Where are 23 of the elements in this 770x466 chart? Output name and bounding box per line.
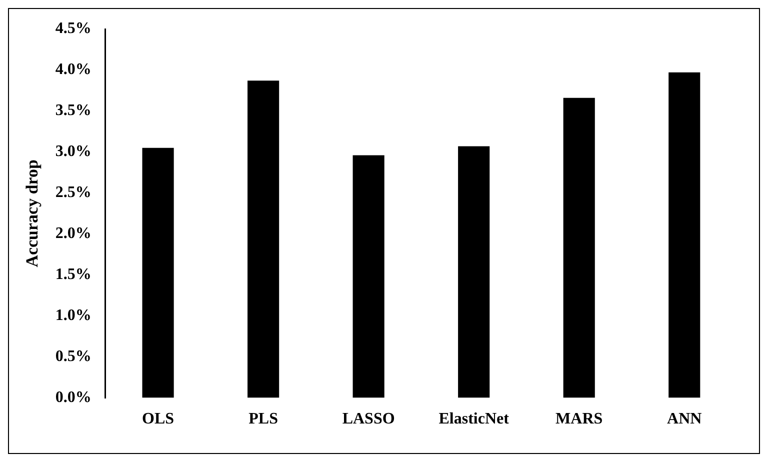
y-tick-label: 3.5% [55, 102, 92, 120]
bar [352, 155, 384, 398]
y-tick-label: 2.0% [55, 225, 92, 242]
x-tick-label: ANN [667, 410, 702, 428]
bar [458, 146, 490, 398]
bar [563, 98, 595, 398]
y-tick-label: 1.5% [55, 266, 92, 284]
y-axis-title: Accuracy drop [22, 159, 42, 268]
y-tick-label: 0.0% [55, 388, 92, 406]
x-tick-label: ElasticNet [438, 410, 510, 428]
y-tick-label: 0.5% [55, 348, 92, 365]
x-tick-label: OLS [142, 410, 174, 428]
x-tick-label: LASSO [342, 410, 395, 428]
y-tick-label: 2.5% [55, 184, 92, 202]
x-tick-label: MARS [556, 410, 603, 428]
x-tick-label: PLS [248, 410, 278, 428]
y-tick-label: 4.5% [55, 20, 92, 38]
bar [142, 148, 174, 398]
y-tick-label: 3.0% [55, 143, 92, 160]
bar [668, 72, 700, 398]
y-tick-label: 4.0% [55, 61, 92, 78]
y-tick-label: 1.0% [55, 306, 92, 324]
bar [248, 80, 280, 398]
